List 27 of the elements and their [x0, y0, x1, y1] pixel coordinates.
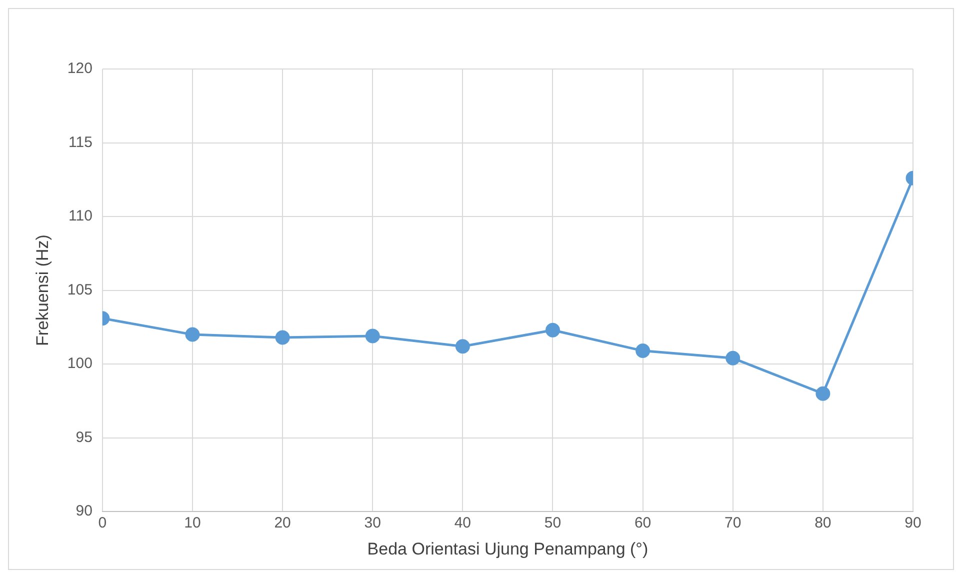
x-tick-label: 50	[544, 514, 562, 532]
x-tick-label: 0	[98, 514, 107, 532]
point	[816, 386, 830, 401]
point	[726, 350, 740, 366]
x-tick-label: 40	[454, 514, 472, 532]
point	[365, 328, 380, 344]
x-tick-label: 10	[184, 514, 201, 532]
point	[455, 339, 470, 354]
y-tick-label: 105	[67, 281, 92, 298]
y-tick-label: 110	[68, 208, 92, 225]
point	[636, 344, 650, 358]
point	[545, 322, 560, 338]
y-tick-label: 100	[67, 355, 92, 372]
x-tick-label: 70	[724, 514, 742, 532]
x-axis-title: Beda Orientasi Ujung Penampang (°)	[367, 539, 648, 558]
x-tick-label: 30	[364, 514, 381, 532]
y-tick-label: 120	[67, 60, 92, 78]
x-tick-label: 80	[814, 514, 832, 532]
y-axis-title: Frekuensi (Hz)	[32, 234, 52, 346]
y-tick-label: 115	[68, 134, 92, 151]
x-tick-label: 60	[634, 514, 652, 532]
point	[275, 330, 290, 345]
x-tick-label: 20	[274, 514, 291, 532]
point	[185, 327, 200, 342]
x-tick-label: 90	[904, 514, 922, 532]
y-tick-label: 90	[76, 502, 92, 520]
y-tick-label: 95	[76, 428, 92, 446]
